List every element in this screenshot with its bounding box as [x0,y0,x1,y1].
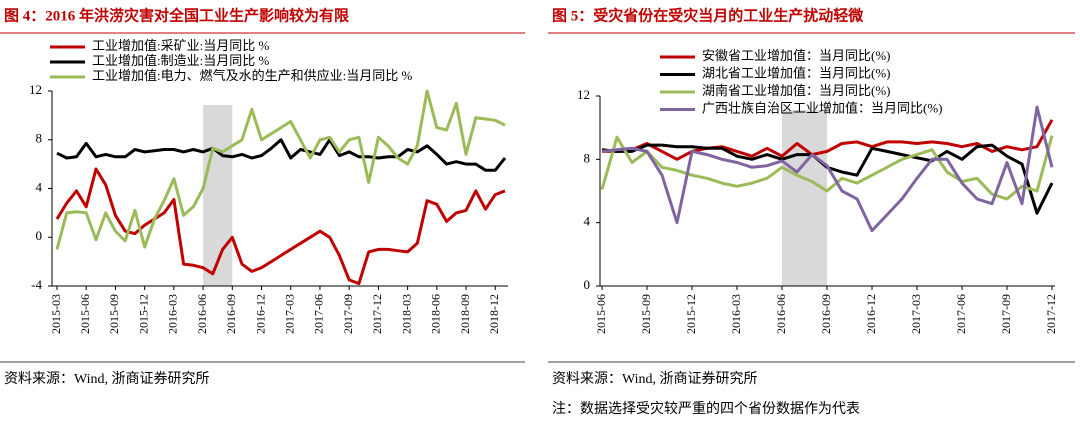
series-line [55,89,506,250]
x-tick-label: 2015-12 [136,294,150,334]
x-tick-label: 2018-12 [487,294,501,334]
source: 资料来源：Wind, 浙商证券研究所 [552,371,758,387]
legend-label: 工业增加值:电力、燃气及水的生产和供应业:当月同比 % [92,68,412,83]
y-tick-label: 8 [36,131,43,146]
x-tick-label: 2016-09 [819,294,833,334]
x-tick-label: 2017-06 [312,294,326,334]
x-tick-label: 2017-06 [954,294,968,334]
x-tick-label: 2018-06 [429,294,443,334]
legend-label: 广西壮族自治区工业增加值：当月同比(%) [702,100,943,115]
x-tick-label: 2015-09 [639,294,653,334]
legend-label: 湖南省工业增加值：当月同比(%) [702,83,891,98]
note: 注：数据选择受灾较严重的四个省份数据作为代表 [552,400,860,417]
series-line [55,167,506,286]
x-tick-label: 2015-06 [78,294,92,334]
source: 资料来源：Wind, 浙商证券研究所 [4,371,210,387]
x-tick-label: 2015-09 [107,294,121,334]
x-tick-label: 2016-06 [195,294,209,334]
legend-label: 湖北省工业增加值：当月同比(%) [702,65,891,80]
x-tick-label: 2018-09 [458,294,472,334]
y-tick-label: -4 [31,277,42,292]
x-tick-label: 2016-12 [253,294,267,334]
y-tick-label: 0 [36,228,43,243]
highlight-band [782,110,827,286]
chart-title: 图 4：2016 年洪涝灾害对全国工业生产影响较为有限 [4,6,349,24]
x-tick-label: 2017-03 [909,294,923,334]
x-tick-label: 2017-09 [341,294,355,334]
legend-label: 工业增加值:采矿业:当月同比 % [92,38,269,53]
x-tick-label: 2017-09 [999,294,1013,334]
y-tick-label: 12 [577,87,590,102]
x-tick-label: 2018-03 [399,294,413,334]
x-tick-label: 2016-09 [224,294,238,334]
x-tick-label: 2017-03 [282,294,296,334]
highlight-band [203,105,233,286]
y-tick-label: 12 [29,82,42,97]
y-tick-label: 4 [36,179,43,194]
x-tick-label: 2015-03 [49,294,63,334]
legend-label: 安徽省工业增加值：当月同比(%) [702,48,891,63]
x-tick-label: 2015-06 [594,294,608,334]
legend-label: 工业增加值:制造业:当月同比 % [92,53,269,68]
y-tick-label: 8 [584,150,591,165]
y-tick-label: 4 [584,214,591,229]
x-tick-label: 2016-12 [864,294,878,334]
x-tick-label: 2015-12 [684,294,698,334]
x-tick-label: 2016-03 [729,294,743,334]
x-tick-label: 2016-06 [774,294,788,334]
series-line [600,135,1054,201]
series-line [602,119,1054,161]
series-line [56,138,507,172]
y-tick-label: 0 [584,277,591,292]
x-tick-label: 2017-12 [370,294,384,334]
x-tick-label: 2016-03 [166,294,180,334]
series-line [601,105,1054,233]
x-tick-label: 2017-12 [1044,294,1058,334]
chart-title: 图 5：受灾省份在受灾当月的工业生产扰动轻微 [552,6,864,24]
